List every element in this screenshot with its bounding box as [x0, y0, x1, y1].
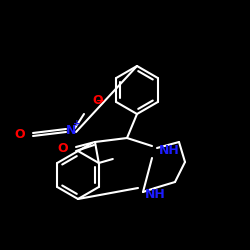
Text: +: + — [73, 120, 81, 128]
Text: −: − — [96, 96, 106, 106]
Text: O: O — [14, 128, 25, 140]
Text: O: O — [58, 142, 68, 154]
Text: NH: NH — [145, 188, 166, 201]
Text: NH: NH — [159, 144, 180, 157]
Text: O: O — [92, 94, 103, 107]
Text: N: N — [66, 124, 76, 136]
